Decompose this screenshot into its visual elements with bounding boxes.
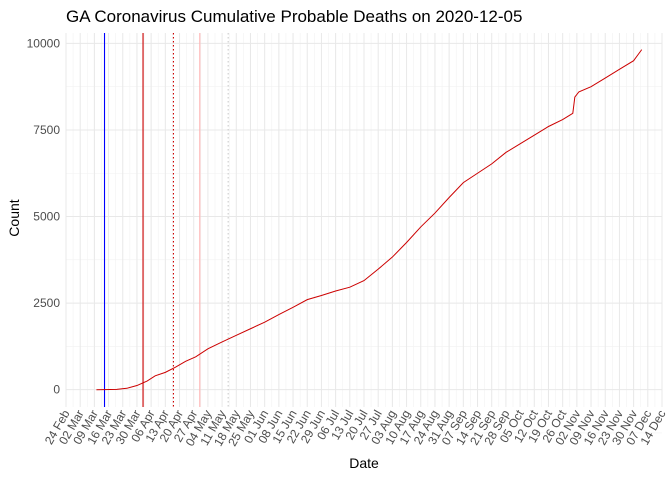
- x-axis-title: Date: [349, 455, 379, 471]
- series-layer: [96, 49, 643, 391]
- y-tick-label: 5000: [33, 210, 60, 224]
- y-tick-label: 7500: [33, 123, 60, 137]
- y-tick-label: 10000: [27, 36, 61, 50]
- grid: [65, 33, 663, 434]
- reference-lines: [103, 33, 229, 407]
- chart-title: GA Coronavirus Cumulative Probable Death…: [66, 7, 522, 26]
- series-line: [96, 49, 643, 391]
- y-axis-ticks: 0 2500 5000 7500 10000: [27, 36, 61, 396]
- y-tick-label: 2500: [33, 296, 60, 310]
- y-tick-label: 0: [53, 383, 60, 397]
- y-axis-title: Count: [6, 199, 22, 236]
